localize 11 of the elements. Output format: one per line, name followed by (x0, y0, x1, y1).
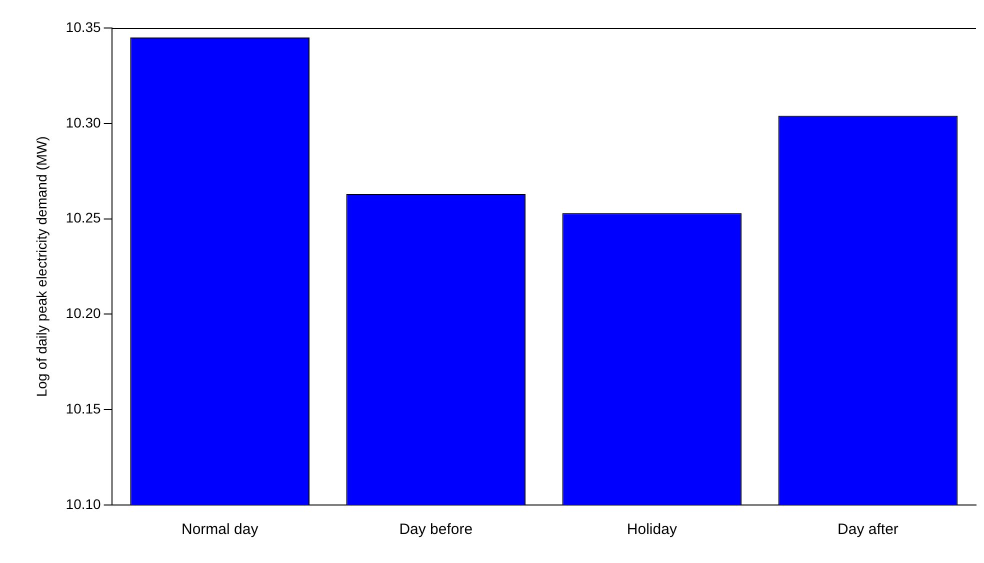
x-tick-label: Normal day (182, 521, 259, 538)
y-tick-label: 10.25 (66, 210, 102, 226)
x-tick-label: Holiday (626, 521, 678, 538)
y-axis-title: Log of daily peak electricity demand (MW) (33, 136, 50, 397)
y-tick-label: 10.30 (66, 114, 102, 130)
x-tick-label: Day after (838, 521, 898, 538)
y-tick-label: 10.20 (66, 305, 102, 322)
x-tick-label: Day before (399, 521, 473, 538)
y-tick-label: 10.10 (66, 496, 102, 512)
y-tick-label: 10.15 (66, 400, 102, 416)
y-tick-label: 10.35 (66, 18, 102, 35)
